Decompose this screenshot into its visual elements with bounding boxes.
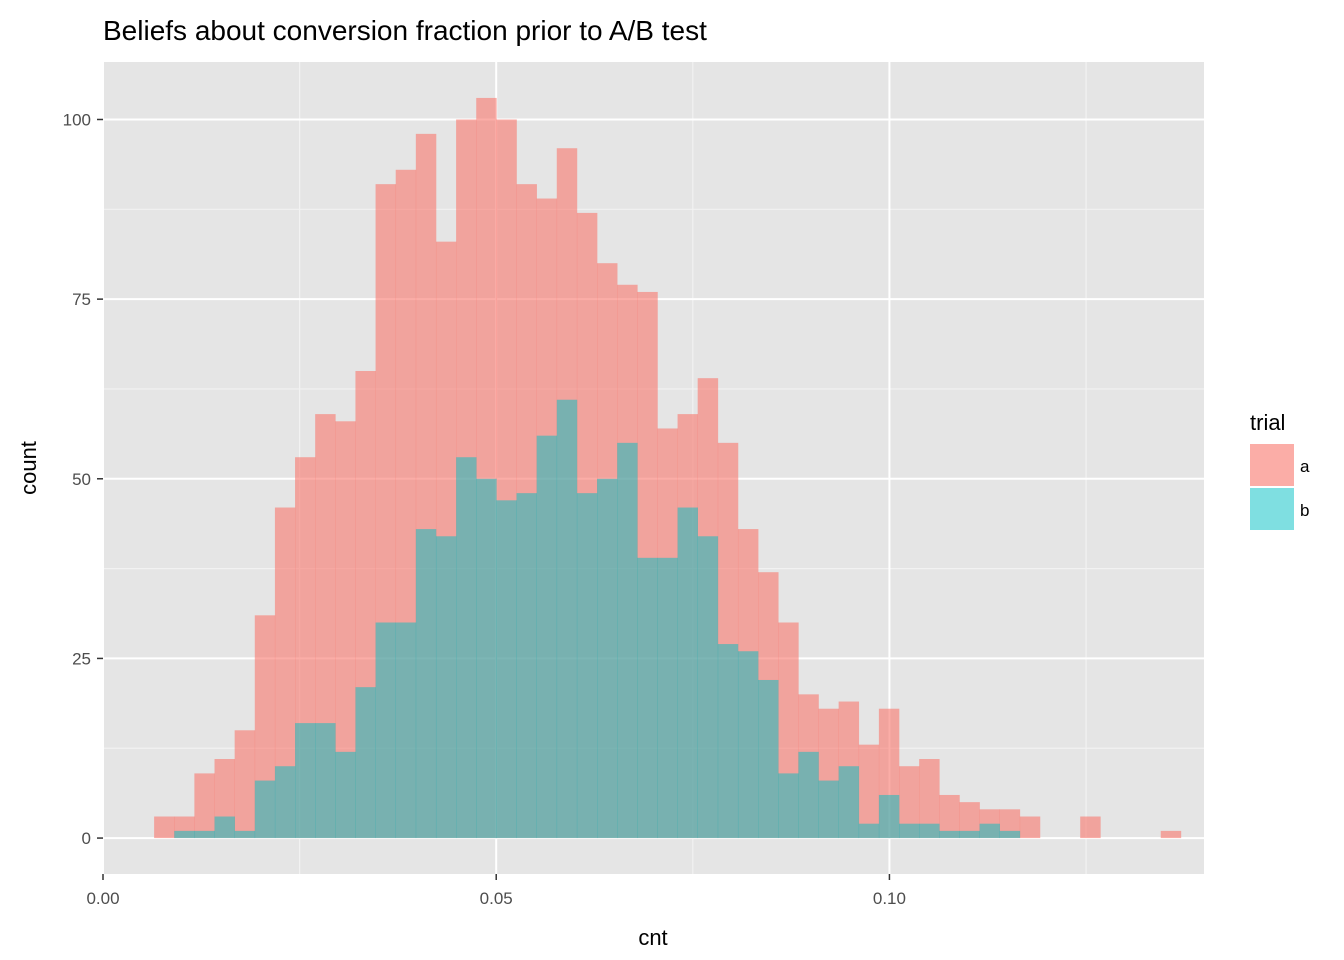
bar-a-9	[335, 421, 356, 839]
bar-b-34	[838, 766, 860, 839]
x-axis-ticks: 0.00 0.05 0.10	[86, 874, 906, 908]
bar-b-5	[254, 780, 276, 839]
y-tick-label-2: 50	[72, 470, 91, 489]
bar-b-3	[214, 816, 235, 839]
bar-a-2	[194, 773, 215, 839]
bar-b-9	[335, 751, 356, 839]
bar-b-38	[919, 823, 940, 839]
y-tick-label-4: 100	[63, 110, 91, 129]
y-axis-ticks: 0 25 50 75 100	[63, 110, 103, 848]
bar-b-19	[536, 435, 558, 839]
x-tick-label-2: 0.10	[873, 889, 906, 908]
bar-b-21	[576, 493, 598, 839]
bar-a-43	[1019, 816, 1041, 839]
bar-b-33	[818, 780, 839, 839]
bar-b-41	[979, 823, 1000, 839]
bar-b-6	[274, 766, 296, 839]
bar-b-22	[597, 478, 618, 839]
bar-a-6	[274, 507, 296, 839]
bar-a-46	[1080, 816, 1101, 839]
y-tick-label-1: 25	[72, 649, 91, 668]
legend: trial a b	[1250, 410, 1310, 530]
bar-b-7	[295, 723, 316, 839]
bar-b-4	[234, 830, 256, 839]
bar-b-42	[999, 830, 1021, 839]
x-tick-label-0: 0.00	[86, 889, 119, 908]
bar-b-32	[798, 751, 819, 839]
bar-b-20	[556, 399, 578, 839]
bar-b-16	[476, 478, 497, 839]
bar-b-37	[899, 823, 920, 839]
y-axis-title: count	[16, 441, 41, 495]
bar-b-8	[315, 723, 336, 839]
bar-a-50	[1160, 830, 1182, 839]
bar-b-14	[435, 536, 457, 839]
bar-b-26	[677, 507, 698, 839]
bar-a-35	[858, 744, 880, 839]
x-tick-label-1: 0.05	[480, 889, 513, 908]
bar-b-12	[395, 622, 417, 839]
bar-b-27	[697, 536, 719, 839]
bar-b-10	[355, 687, 376, 839]
bar-b-40	[959, 830, 980, 839]
bar-a-37	[899, 766, 920, 839]
y-tick-label-3: 75	[72, 290, 91, 309]
bar-b-31	[778, 773, 799, 839]
legend-title: trial	[1250, 410, 1285, 435]
bar-b-28	[717, 644, 739, 839]
chart-title: Beliefs about conversion fraction prior …	[103, 15, 707, 46]
bar-b-36	[878, 794, 900, 839]
bar-b-24	[637, 557, 658, 839]
bar-a-4	[234, 730, 256, 839]
bar-a-40	[959, 802, 980, 839]
bar-a-0	[154, 816, 175, 839]
bar-b-39	[939, 830, 960, 839]
bar-b-35	[858, 823, 880, 839]
legend-label-a: a	[1300, 457, 1310, 476]
bar-b-11	[375, 622, 397, 839]
bar-b-18	[516, 493, 537, 839]
legend-key-b	[1250, 488, 1294, 530]
y-tick-label-0: 0	[82, 829, 91, 848]
x-axis-title: cnt	[638, 925, 667, 950]
bar-b-15	[456, 457, 477, 839]
bar-b-2	[194, 830, 215, 839]
legend-label-b: b	[1300, 501, 1309, 520]
bar-a-38	[919, 759, 940, 839]
bar-a-39	[939, 794, 960, 839]
bar-b-17	[496, 500, 517, 839]
bar-b-25	[657, 557, 678, 839]
bar-b-23	[617, 442, 638, 839]
legend-key-a	[1250, 444, 1294, 486]
bar-b-30	[758, 679, 779, 839]
bar-b-29	[737, 651, 759, 839]
series-b-bars	[174, 399, 1021, 839]
bar-b-1	[174, 830, 195, 839]
bar-b-13	[415, 529, 437, 839]
